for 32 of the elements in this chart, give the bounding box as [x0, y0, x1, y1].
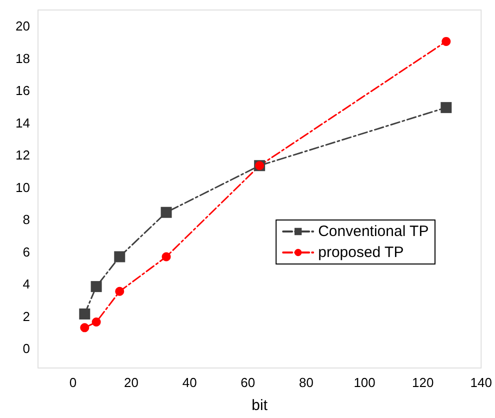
- y-tick-label: 20: [16, 18, 30, 34]
- point: [92, 318, 101, 327]
- x-axis-title: bit: [252, 397, 268, 414]
- point: [162, 252, 171, 262]
- legend-label: Conventional TP: [318, 223, 429, 240]
- y-tick-label: 10: [16, 180, 30, 195]
- x-tick-label: 100: [354, 375, 376, 390]
- y-tick-label: 6: [22, 244, 30, 260]
- x-tick-label: 40: [182, 375, 197, 390]
- legend-label: proposed TP: [318, 244, 404, 261]
- point: [114, 251, 126, 262]
- y-tick-label: 8: [22, 212, 30, 228]
- y-tick-label: 4: [22, 276, 30, 292]
- point: [440, 102, 452, 114]
- y-tick-label: 14: [16, 115, 30, 130]
- y-tick-label: 18: [16, 50, 30, 66]
- y-tick-label: 16: [16, 83, 30, 98]
- point: [80, 323, 90, 332]
- x-tick-label: 20: [124, 375, 139, 390]
- point: [160, 206, 172, 218]
- point: [115, 286, 124, 296]
- x-tick-label: 80: [298, 375, 314, 390]
- x-tick-label: 120: [412, 375, 434, 390]
- y-tick-label: 0: [22, 341, 30, 356]
- y-tick-label: 12: [16, 148, 30, 163]
- y-tick-label: 2: [22, 308, 30, 324]
- point: [90, 281, 102, 292]
- x-tick-label: 0: [69, 375, 77, 390]
- x-tick-label: 60: [240, 375, 256, 390]
- point: [442, 36, 451, 46]
- x-tick-label: 140: [470, 375, 492, 390]
- point: [79, 308, 90, 320]
